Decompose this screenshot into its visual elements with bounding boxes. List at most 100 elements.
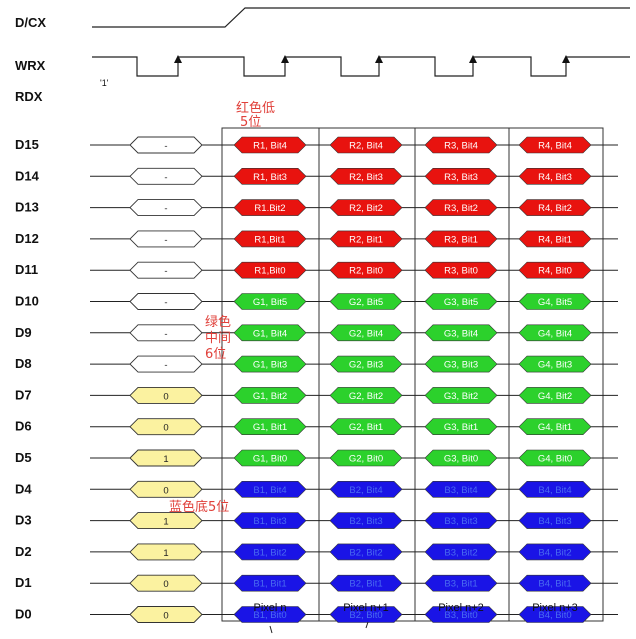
bottom-tick-1	[269, 625, 273, 634]
pixel-bit-cell	[424, 136, 498, 154]
data-row: D0 0 B1, Bit0 B2, Bit0 B3, Bit0 B4, Bit0	[15, 606, 618, 623]
pixel-bit-label: B1, Bit0	[253, 610, 286, 621]
pixel-bit-cell	[424, 543, 498, 561]
pixel-bit-label: B4, Bit2	[538, 547, 571, 558]
pixel-bit-label: G2, Bit0	[349, 454, 383, 465]
data-line-label: D8	[15, 356, 32, 371]
pixel-bit-label: R4, Bit3	[538, 172, 572, 183]
rdx-label: RDX	[15, 89, 43, 104]
lead-value-shape	[129, 167, 203, 185]
data-line-label: D5	[15, 450, 32, 465]
lead-value-label: 1	[163, 454, 168, 465]
pixel-bit-cell	[424, 230, 498, 248]
pixel-bit-cell	[233, 387, 307, 404]
pixel-bit-cell	[424, 574, 498, 592]
lead-value-label: -	[164, 329, 167, 340]
pixel-bit-cell	[518, 293, 592, 310]
pixel-bit-cell	[518, 261, 592, 279]
lead-value-shape	[129, 199, 203, 217]
pixel-bit-cell	[233, 543, 307, 561]
pixel-bit-cell	[518, 199, 592, 216]
data-line-label: D12	[15, 231, 39, 246]
pixel-bit-label: R3, Bit0	[444, 266, 478, 277]
data-line-label: D0	[15, 607, 32, 622]
pixel-bit-cell	[424, 418, 498, 436]
dcx-waveform	[92, 7, 630, 28]
lead-value-shape	[129, 480, 203, 498]
pixel-bit-label: R2, Bit3	[349, 172, 383, 183]
red-annotation-line1: 红色低	[236, 100, 275, 116]
data-bus-rows: D15 - R1, Bit4 R2, Bit4 R3, Bit4 R4, Bit4 D14 -…	[15, 136, 618, 623]
pixel-bit-cell	[424, 355, 498, 373]
pixel-bit-label: G4, Bit2	[538, 391, 572, 402]
pixel-bit-label: R1, Bit4	[253, 141, 287, 152]
green-annotation-line2: 中间	[205, 331, 231, 346]
data-row: D4 0 B1, Bit4 B2, Bit4 B3, Bit4 B4, Bit4	[15, 480, 618, 498]
pixel-bit-cell	[329, 480, 403, 498]
pixel-bit-cell	[233, 480, 307, 498]
pixel-bit-label: G3, Bit1	[444, 422, 478, 433]
lead-value-label: 0	[163, 579, 168, 590]
pixel-bit-label: B2, Bit3	[349, 516, 382, 527]
pixel-bit-cell	[424, 261, 498, 279]
pixel-column-labels: Pixel n Pixel n+1 Pixel n+2 Pixel n+3	[253, 602, 577, 614]
pixel-bit-cell	[329, 449, 403, 467]
data-row: D2 1 B1, Bit2 B2, Bit2 B3, Bit2 B4, Bit2	[15, 543, 618, 561]
wrx-waveform	[92, 56, 630, 77]
lead-value-shape	[129, 386, 203, 404]
pixel-column-label: Pixel n+3	[532, 602, 578, 614]
pixel-bit-label: B3, Bit3	[444, 516, 477, 527]
pixel-bit-label: R1.Bit2	[254, 203, 285, 214]
wrx-label: WRX	[15, 58, 46, 73]
pixel-bit-cell	[518, 136, 592, 154]
bottom-tick-2	[365, 621, 369, 629]
pixel-bit-label: R1, Bit3	[253, 172, 287, 183]
pixel-bit-cell	[424, 606, 498, 623]
data-line-label: D13	[15, 200, 39, 215]
data-row: D8 - G1, Bit3 G2, Bit3 G3, Bit3 G4, Bit3	[15, 355, 618, 373]
pixel-bit-cell	[518, 387, 592, 404]
pixel-bit-cell	[329, 293, 403, 310]
data-line-label: D10	[15, 294, 39, 309]
lead-value-label: 0	[163, 611, 168, 622]
data-line-label: D15	[15, 137, 39, 152]
pixel-bit-label: R1,Bit1	[254, 234, 285, 245]
data-line-label: D9	[15, 325, 32, 340]
pixel-bit-label: G4, Bit0	[538, 454, 572, 465]
dcx-label: D/CX	[15, 15, 46, 30]
pixel-bit-label: G1, Bit5	[253, 297, 287, 308]
pixel-column-label: Pixel n+2	[438, 602, 484, 614]
pixel-bit-cell	[518, 606, 592, 623]
pixel-bit-label: G3, Bit4	[444, 328, 478, 339]
pixel-bit-label: G3, Bit0	[444, 454, 478, 465]
pixel-bit-label: G2, Bit4	[349, 328, 383, 339]
data-row: D14 - R1, Bit3 R2, Bit3 R3, Bit3 R4, Bit3	[15, 167, 618, 185]
pixel-bit-cell	[424, 512, 498, 529]
data-row: D12 - R1,Bit1 R2, Bit1 R3, Bit1 R4, Bit1	[15, 230, 618, 248]
pixel-bit-label: G2, Bit5	[349, 297, 383, 308]
lead-value-label: -	[164, 298, 167, 309]
pixel-bit-cell	[518, 355, 592, 373]
pixel-bit-label: B3, Bit0	[444, 610, 477, 621]
green-annotation-line1: 绿色	[205, 314, 231, 330]
pixel-bit-cell	[233, 136, 307, 154]
wrx-initial-level: '1'	[100, 78, 109, 88]
pixel-bit-label: B1, Bit2	[253, 547, 286, 558]
pixel-bit-label: G1, Bit3	[253, 360, 287, 371]
pixel-bit-cell	[424, 324, 498, 342]
pixel-bit-label: B2, Bit0	[349, 610, 382, 621]
lead-value-label: 0	[163, 391, 168, 402]
pixel-bit-cell	[518, 418, 592, 436]
pixel-bit-label: G2, Bit2	[349, 391, 383, 402]
pixel-bit-cell	[329, 574, 403, 592]
lead-value-label: 0	[163, 423, 168, 434]
pixel-bit-label: B4, Bit4	[538, 485, 571, 496]
pixel-bit-label: G1, Bit0	[253, 454, 287, 465]
pixel-bit-label: R4, Bit1	[538, 234, 572, 245]
pixel-bit-label: B2, Bit1	[349, 579, 382, 590]
pixel-bit-label: G3, Bit3	[444, 360, 478, 371]
data-row: D10 - G1, Bit5 G2, Bit5 G3, Bit5 G4, Bit5	[15, 293, 618, 310]
data-row: D11 - R1,Bit0 R2, Bit0 R3, Bit0 R4, Bit0	[15, 261, 618, 279]
lead-value-label: -	[164, 360, 167, 371]
pixel-bit-cell	[329, 230, 403, 248]
